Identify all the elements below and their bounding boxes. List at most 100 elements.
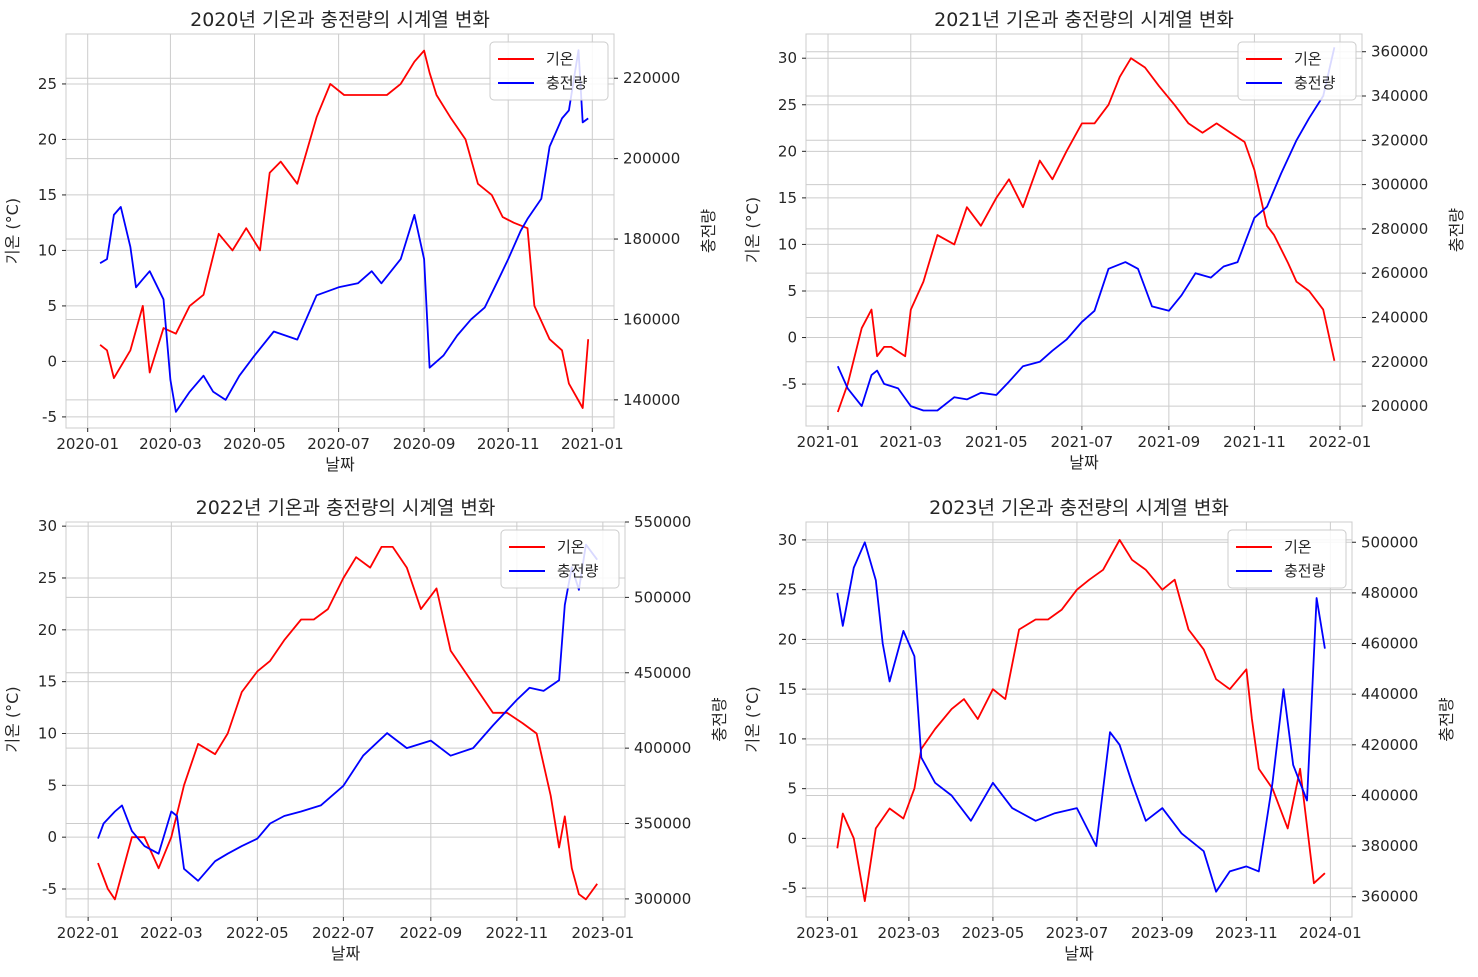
- y-left-tick-label: 15: [38, 673, 57, 691]
- y-right-tick-label: 460000: [1361, 635, 1418, 653]
- legend-label: 충전량: [546, 74, 588, 92]
- y-right-tick-label: 300000: [634, 890, 691, 908]
- y-left-tick-label: 15: [778, 680, 797, 698]
- y-left-axis-label: 기온 (°C): [743, 686, 762, 752]
- y-right-tick-label: 320000: [1371, 131, 1428, 149]
- legend-box: [1227, 529, 1347, 589]
- x-tick-label: 2020-11: [477, 435, 540, 453]
- y-right-axis-label: 충전량: [710, 697, 729, 741]
- series-line-charge: [99, 49, 589, 413]
- y-right-tick-label: 550000: [634, 513, 691, 531]
- plot-frame: [805, 521, 1353, 918]
- series-line-charge: [97, 543, 598, 882]
- y-right-tick-label: 380000: [1361, 837, 1418, 855]
- x-tick-label: 2021-11: [1223, 433, 1286, 451]
- y-left-tick-label: -5: [782, 375, 797, 393]
- chart-title: 2020년 기온과 충전량의 시계열 변화: [190, 9, 490, 31]
- y-right-tick-label: 140000: [623, 391, 680, 409]
- x-tick-label: 2021-01: [561, 435, 624, 453]
- chart-title: 2021년 기온과 충전량의 시계열 변화: [934, 9, 1234, 31]
- chart-panel-2: 2021-01 2021-03 2021-05 2021-07 2021-09 2021-…: [743, 9, 1466, 472]
- y-left-tick-label: 0: [787, 329, 797, 347]
- x-tick-label: 2023-01: [796, 924, 859, 942]
- x-tick-label: 2020-03: [139, 435, 202, 453]
- y-right-tick-label: 360000: [1361, 888, 1418, 906]
- plot-frame: [805, 33, 1363, 427]
- x-tick-label: 2020-01: [56, 435, 119, 453]
- y-left-tick-label: 0: [47, 352, 57, 370]
- y-right-tick-label: 280000: [1371, 220, 1428, 238]
- x-tick-label: 2023-11: [1215, 924, 1278, 942]
- x-tick-label: 2022-01: [1309, 433, 1372, 451]
- y-right-tick-label: 200000: [1371, 397, 1428, 415]
- legend-label: 기온: [1284, 538, 1312, 556]
- y-left-tick-label: 10: [778, 235, 797, 253]
- y-left-tick-label: 20: [38, 130, 57, 148]
- y-left-tick-label: 25: [778, 96, 797, 114]
- y-right-tick-label: 160000: [623, 310, 680, 328]
- x-tick-label: 2023-01: [572, 924, 635, 942]
- y-right-axis-label: 충전량: [699, 209, 718, 253]
- y-left-tick-label: 25: [38, 569, 57, 587]
- x-tick-label: 2022-07: [312, 924, 375, 942]
- y-right-tick-label: 260000: [1371, 264, 1428, 282]
- y-right-tick-label: 240000: [1371, 308, 1428, 326]
- legend-box: [1237, 41, 1357, 101]
- x-tick-label: 2021-05: [965, 433, 1028, 451]
- x-axis-label: 날짜: [1069, 453, 1099, 472]
- y-left-tick-label: 10: [778, 730, 797, 748]
- y-left-tick-label: 5: [47, 297, 57, 315]
- series-line-temperature: [99, 49, 590, 409]
- y-right-tick-label: 420000: [1361, 736, 1418, 754]
- y-right-tick-label: 500000: [634, 588, 691, 606]
- x-tick-label: 2023-07: [1046, 924, 1109, 942]
- y-left-tick-label: 20: [778, 630, 797, 648]
- y-left-tick-label: -5: [42, 880, 57, 898]
- x-tick-label: 2021-01: [797, 433, 860, 451]
- x-tick-label: 2022-05: [226, 924, 289, 942]
- legend-label: 기온: [1294, 50, 1322, 68]
- y-right-tick-label: 180000: [623, 230, 680, 248]
- y-right-axis-label: 충전량: [1447, 208, 1466, 252]
- y-left-tick-label: 20: [778, 142, 797, 160]
- y-left-tick-label: 25: [778, 581, 797, 599]
- x-tick-label: 2022-09: [399, 924, 462, 942]
- x-tick-label: 2022-03: [140, 924, 203, 942]
- legend-label: 충전량: [1284, 562, 1326, 580]
- legend-label: 충전량: [1294, 74, 1336, 92]
- y-left-tick-label: 0: [47, 828, 57, 846]
- chart-panel-1: 2020-01 2020-03 2020-05 2020-07 2020-09 2020-…: [3, 9, 718, 474]
- y-right-tick-label: 300000: [1371, 176, 1428, 194]
- y-right-tick-label: 220000: [1371, 353, 1428, 371]
- y-left-axis-label: 기온 (°C): [743, 197, 762, 263]
- x-tick-label: 2020-05: [223, 435, 286, 453]
- y-left-tick-label: 30: [778, 49, 797, 67]
- x-tick-label: 2021-07: [1051, 433, 1114, 451]
- series-line-charge: [836, 541, 1326, 893]
- x-tick-label: 2022-11: [485, 924, 548, 942]
- chart-panel-3: 2022-01 2022-03 2022-05 2022-07 2022-09 2022-…: [3, 497, 729, 963]
- y-right-tick-label: 480000: [1361, 584, 1418, 602]
- y-right-tick-label: 220000: [623, 69, 680, 87]
- y-right-axis-label: 충전량: [1437, 697, 1456, 741]
- y-right-tick-label: 450000: [634, 664, 691, 682]
- y-left-tick-label: 20: [38, 621, 57, 639]
- series-line-charge: [836, 47, 1336, 412]
- y-right-tick-label: 360000: [1371, 43, 1428, 61]
- x-axis-label: 날짜: [1064, 944, 1094, 963]
- x-tick-label: 2020-07: [307, 435, 370, 453]
- y-right-tick-label: 500000: [1361, 533, 1418, 551]
- chart-title: 2023년 기온과 충전량의 시계열 변화: [929, 497, 1229, 519]
- y-left-axis-label: 기온 (°C): [3, 686, 22, 752]
- legend-label: 충전량: [557, 562, 599, 580]
- y-left-tick-label: 10: [38, 241, 57, 259]
- x-tick-label: 2022-01: [57, 924, 120, 942]
- series-line-temperature: [97, 546, 598, 901]
- y-left-tick-label: 15: [778, 189, 797, 207]
- x-axis-label: 날짜: [331, 944, 361, 963]
- plot-frame: [65, 33, 615, 429]
- y-left-tick-label: 15: [38, 186, 57, 204]
